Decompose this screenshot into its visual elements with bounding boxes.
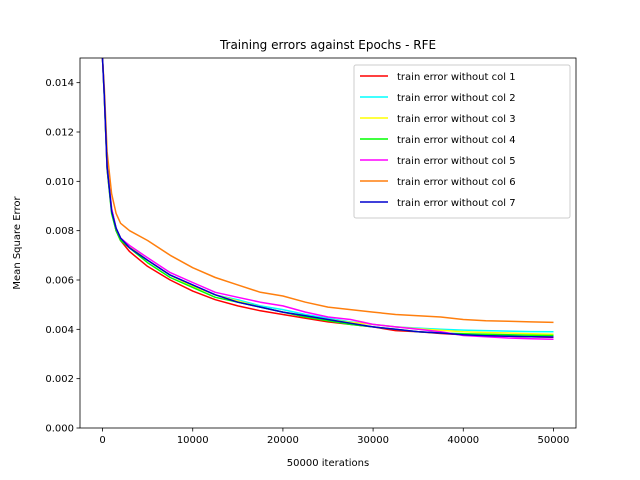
y-tick-label: 0.006 — [45, 276, 74, 287]
legend-label-6: train error without col 6 — [397, 177, 516, 188]
legend: train error without col 1 train error wit… — [353, 64, 571, 219]
axes-frame — [79, 57, 577, 429]
legend-box — [353, 64, 571, 219]
legend-label-4: train error without col 4 — [397, 135, 516, 146]
y-tick-label: 0.010 — [45, 177, 74, 188]
series-line-7 — [101, 58, 554, 338]
x-tick-label: 50000 — [538, 435, 570, 446]
legend-label-1: train error without col 1 — [397, 72, 516, 83]
series-line-6 — [101, 58, 554, 324]
legend-label-3: train error without col 3 — [397, 114, 516, 125]
y-axis-label: Mean Square Error — [12, 196, 23, 290]
x-axis-label: 50000 iterations — [287, 458, 369, 469]
legend-label-2: train error without col 2 — [397, 93, 516, 104]
y-tick-label: 0.014 — [45, 78, 74, 89]
y-tick-label: 0.008 — [45, 226, 74, 237]
x-tick-label: 0 — [99, 435, 105, 446]
legend-label-7: train error without col 7 — [397, 198, 516, 209]
x-tick-label: 20000 — [267, 435, 299, 446]
y-tick-label: 0.000 — [45, 424, 74, 435]
x-tick-label: 30000 — [357, 435, 389, 446]
y-tick-label: 0.004 — [45, 325, 74, 336]
legend-label-5: train error without col 5 — [397, 156, 516, 167]
chart-title: Training errors against Epochs - RFE — [219, 38, 436, 52]
y-tick-label: 0.002 — [45, 374, 74, 385]
y-tick-label: 0.012 — [45, 128, 74, 139]
x-tick-label: 40000 — [447, 435, 479, 446]
plot-area — [101, 58, 554, 340]
axes: 0 10000 20000 30000 40000 50000 0.000 0.002 0.00… — [45, 57, 577, 446]
x-tick-label: 10000 — [177, 435, 209, 446]
